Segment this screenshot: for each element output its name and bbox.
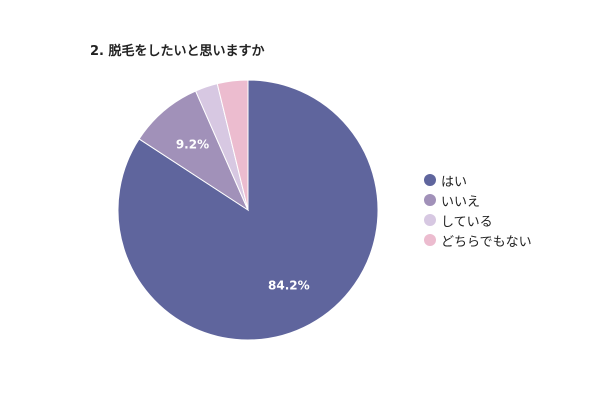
legend-label-doing: している — [441, 214, 493, 230]
legend-label-neither: どちらでもない — [441, 234, 532, 250]
legend-swatch-neither — [424, 234, 436, 246]
legend-swatch-no — [424, 194, 436, 206]
legend-item-doing[interactable]: している — [424, 210, 532, 230]
legend-item-no[interactable]: いいえ — [424, 190, 532, 210]
chart-title: 2. 脱毛をしたいと思いますか — [90, 44, 265, 59]
legend-swatch-yes — [424, 174, 436, 186]
legend-swatch-doing — [424, 214, 436, 226]
data-label-no: 9.2% — [176, 138, 209, 152]
legend-label-yes: はい — [441, 174, 468, 190]
slice-neither[interactable] — [216, 79, 249, 211]
legend-item-neither[interactable]: どちらでもない — [424, 230, 532, 250]
legend-item-yes[interactable]: はい — [424, 170, 532, 190]
slice-yes[interactable] — [117, 79, 379, 341]
legend-label-no: いいえ — [441, 194, 481, 210]
data-label-yes: 84.2% — [268, 278, 310, 292]
legend: はい いいえ している どちらでもない — [424, 170, 532, 250]
